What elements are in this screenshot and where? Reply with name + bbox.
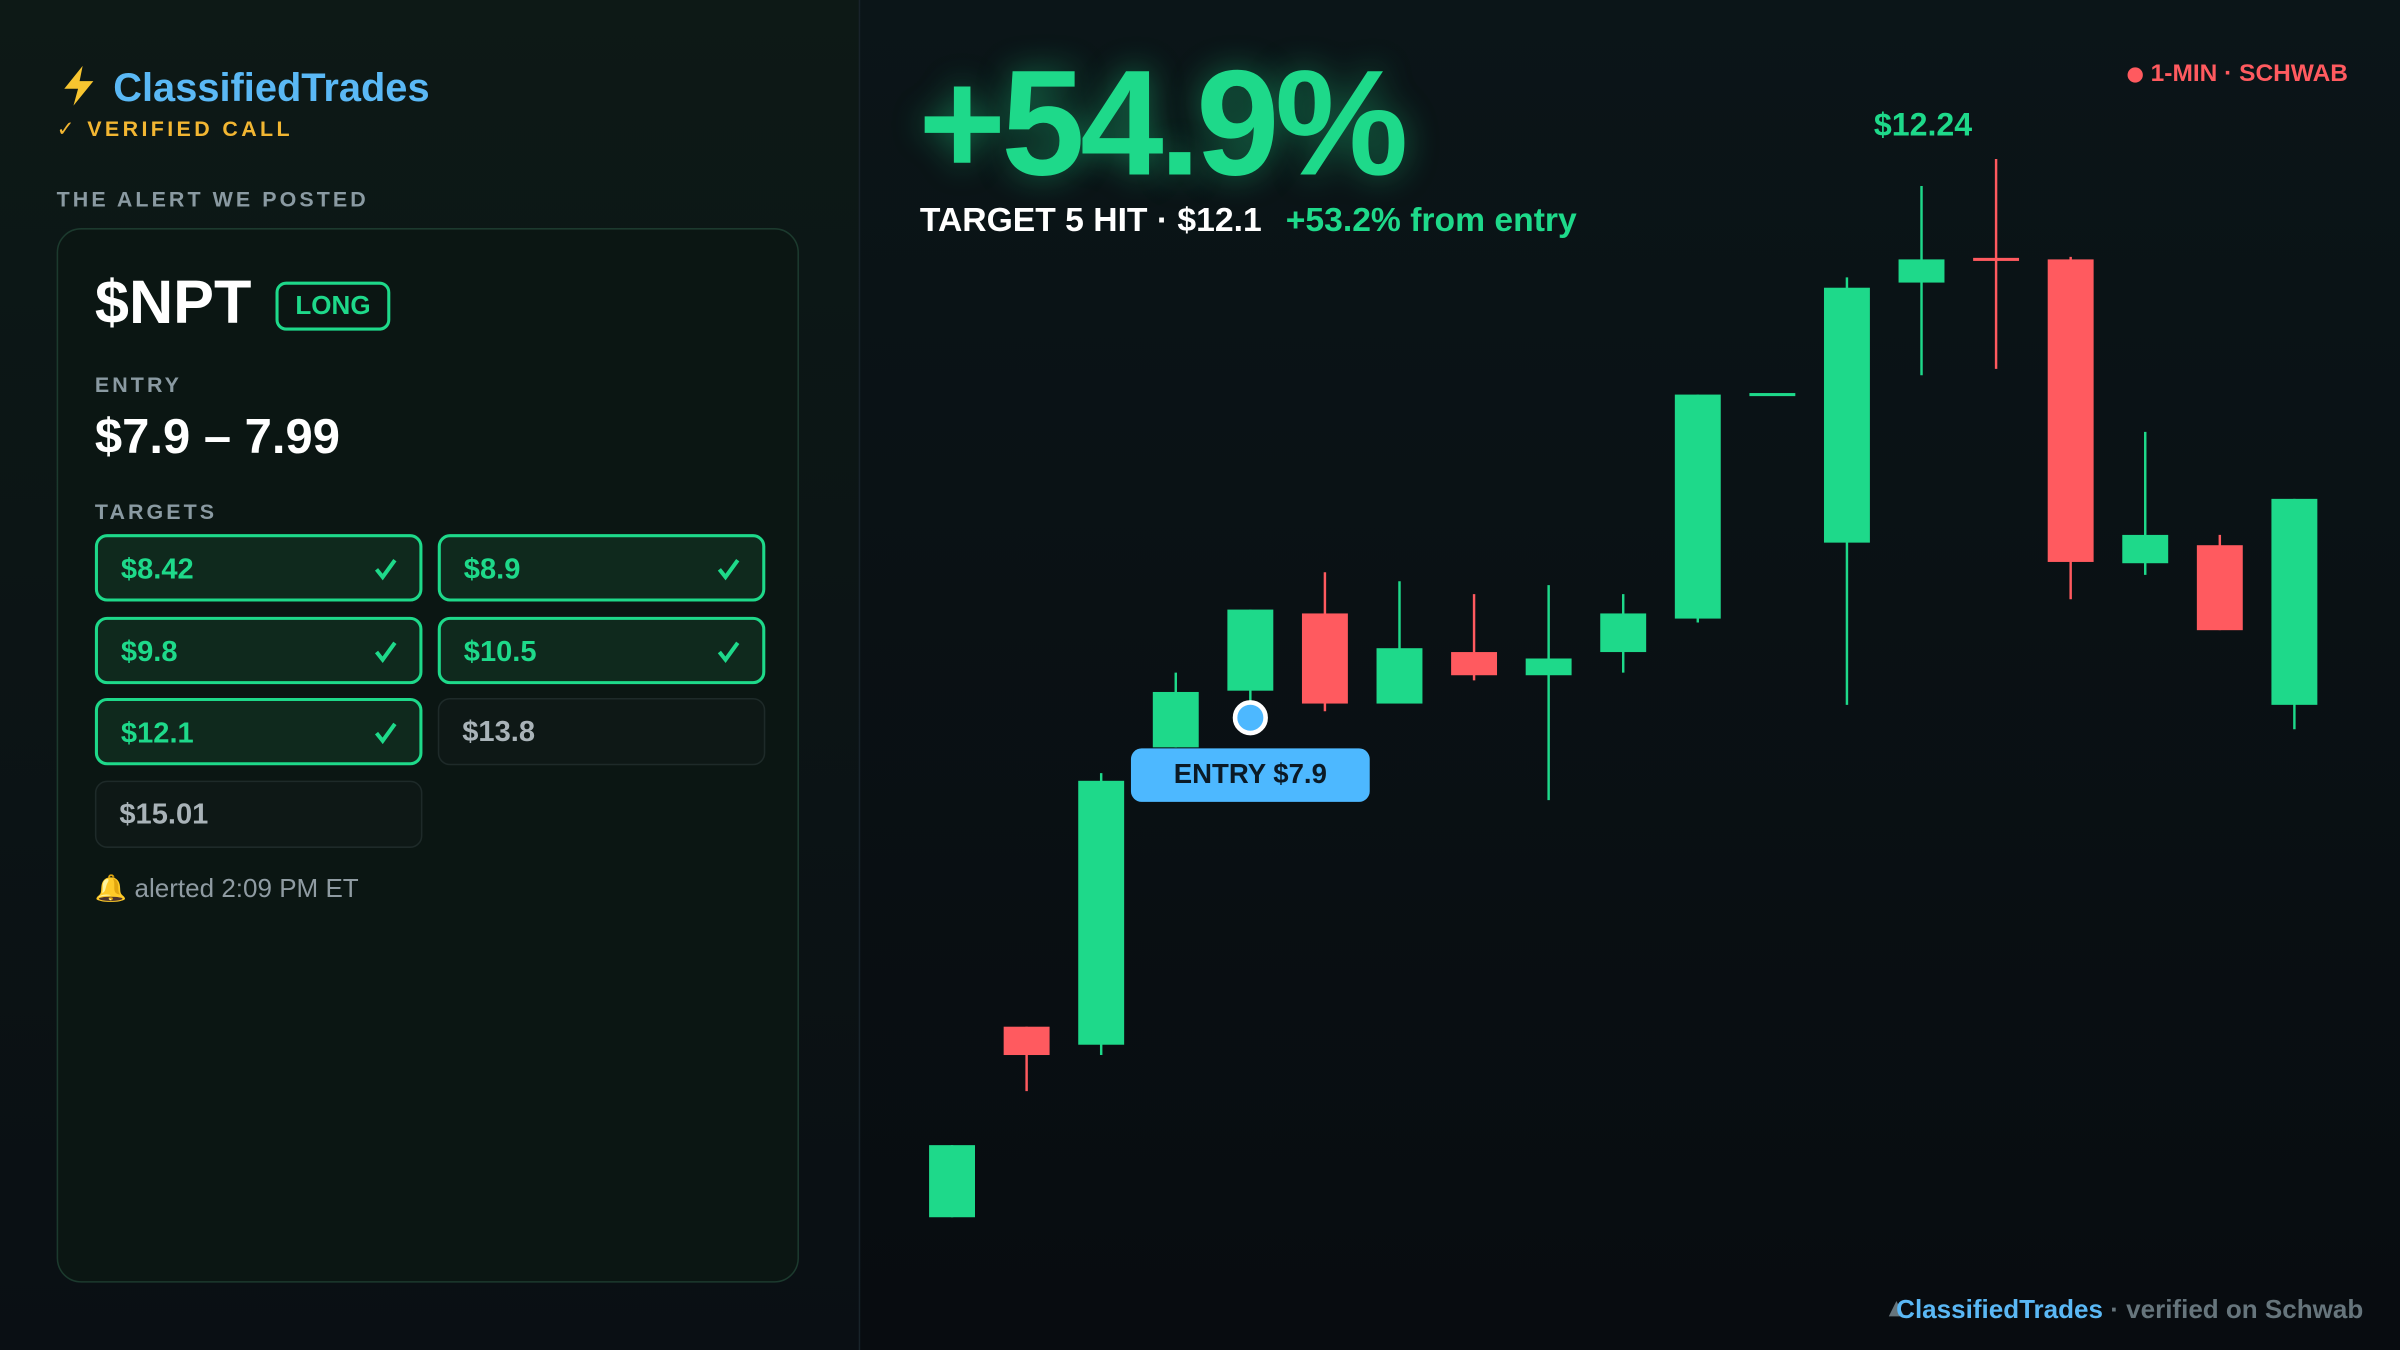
check-stroke <box>374 722 397 745</box>
candle-body <box>1078 780 1125 1045</box>
target-status: TARGET 5 HIT · $12.1 <box>919 200 1262 239</box>
entry-badge <box>1130 748 1370 802</box>
candle-body <box>1898 259 1945 283</box>
brand: ClassifiedTrades <box>113 64 430 111</box>
footer: ClassifiedTrades · verified on Schwab <box>1896 1295 2363 1326</box>
target: $8.9 <box>437 534 766 602</box>
target: $8.42 <box>94 534 423 602</box>
candle-body <box>2271 498 2318 705</box>
candle-body <box>1973 257 2020 261</box>
sidebar: ClassifiedTrades ✓ VERIFIED CALL THE ALE… <box>0 0 861 1350</box>
footer-note: · verified on Schwab <box>2110 1294 2364 1324</box>
hit-check <box>717 640 740 663</box>
target: $13.8 <box>437 697 766 766</box>
candle-body <box>2196 545 2243 631</box>
candle-body <box>1451 652 1498 676</box>
candle-body <box>1376 648 1423 704</box>
hit-check <box>374 559 397 581</box>
targets-label: TARGETS <box>94 498 218 524</box>
bolt-icon <box>64 65 94 106</box>
target-price: $8.42 <box>120 554 194 587</box>
alert-card: $NPT LONG ENTRY $7.9 – 7.99 TARGETS $8.4… <box>56 228 799 1283</box>
check-stroke <box>374 640 397 663</box>
ticker: $NPT <box>94 269 252 337</box>
entry-label: ENTRY <box>94 371 183 397</box>
check-stroke <box>717 640 740 663</box>
high-label: $12.24 <box>1874 106 1972 142</box>
hit-check <box>717 559 740 581</box>
footer-brand: ClassifiedTrades <box>1896 1294 2103 1324</box>
target: $9.8 <box>94 616 423 684</box>
candle-body <box>1301 613 1348 704</box>
target: $15.01 <box>94 779 423 848</box>
target-price: $13.8 <box>462 716 536 749</box>
section-label: THE ALERT WE POSTED <box>56 186 369 212</box>
verified-tag: ✓ VERIFIED CALL <box>56 116 293 141</box>
check-stroke <box>717 559 740 581</box>
entry-range: $7.9 – 7.99 <box>94 408 341 464</box>
candle-body <box>2047 259 2094 562</box>
side-badge: LONG <box>275 281 391 331</box>
from-entry: +53.2% from entry <box>1285 200 1577 239</box>
target-price: $9.8 <box>120 635 178 669</box>
candle-body <box>1003 1026 1050 1056</box>
check-stroke <box>374 559 397 581</box>
target-price: $15.01 <box>119 798 209 831</box>
candle-body <box>1600 613 1647 653</box>
live-dot <box>2127 67 2143 83</box>
candle-body <box>1227 609 1274 691</box>
hit-check <box>374 722 397 745</box>
candle-body <box>929 1145 975 1218</box>
footer-icon <box>1888 1301 1905 1317</box>
hit-check <box>374 640 397 663</box>
target-price: $10.5 <box>463 635 537 669</box>
entry-dot <box>1232 700 1268 736</box>
gain: +54.9% <box>918 38 1408 207</box>
candle-body <box>1749 393 1796 397</box>
alerted-time: 🔔 alerted 2:09 PM ET <box>94 873 359 904</box>
entry-label: ENTRY $7.9 <box>1174 758 1327 789</box>
target-price: $12.1 <box>120 717 194 750</box>
candle-body <box>1525 658 1572 676</box>
target: $12.1 <box>94 697 423 766</box>
candle-body <box>1823 287 1870 543</box>
feed: 1-MIN · SCHWAB <box>2150 61 2348 88</box>
target-price: $8.9 <box>463 554 521 587</box>
candle-body <box>1674 394 1721 619</box>
target: $10.5 <box>437 616 766 684</box>
candle-body <box>1152 691 1199 748</box>
candle-body <box>2122 534 2169 564</box>
